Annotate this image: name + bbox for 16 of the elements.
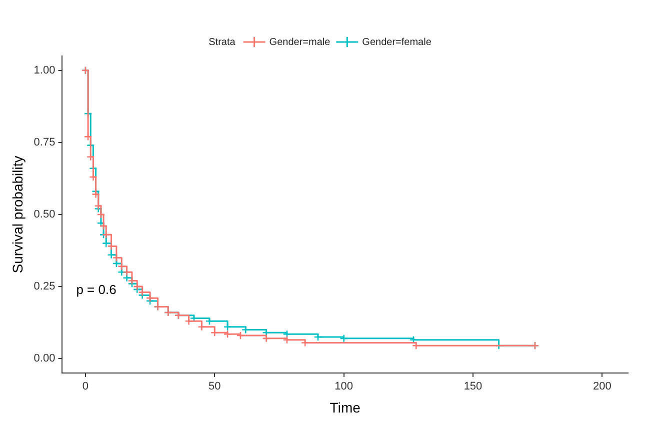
legend-label: Gender=female: [362, 36, 432, 48]
y-tick-label: 0.50: [34, 208, 56, 221]
x-tick-label: 50: [208, 380, 221, 393]
legend-label: Gender=male: [269, 36, 331, 48]
x-tick-label: 100: [334, 380, 353, 393]
y-tick-label: 0.25: [34, 280, 56, 293]
y-tick-label: 1.00: [34, 64, 56, 76]
y-tick-label: 0.00: [34, 352, 56, 365]
legend-title: Strata: [208, 36, 236, 48]
x-tick-label: 200: [592, 380, 612, 393]
x-axis-title: Time: [330, 399, 361, 416]
y-axis-title: Survival probability: [9, 156, 26, 274]
x-tick-label: 150: [464, 380, 482, 393]
annotation: p = 0.6: [76, 282, 116, 298]
x-tick-label: 0: [82, 380, 89, 393]
y-tick-label: 0.75: [34, 136, 56, 148]
